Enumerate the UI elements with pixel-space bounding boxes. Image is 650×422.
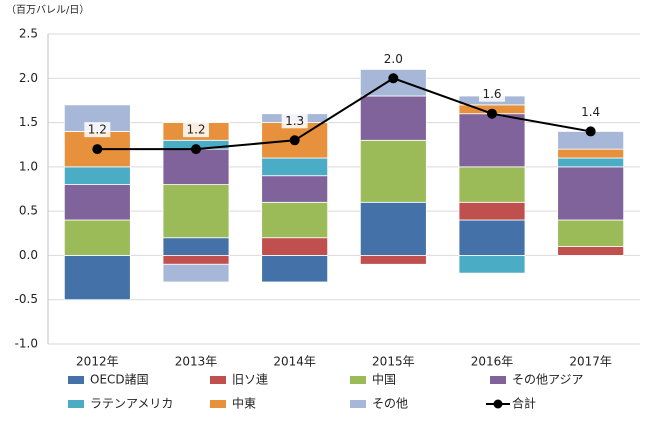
label-bg: [84, 122, 111, 138]
bar-segment: [162, 255, 230, 265]
y-tick-label: 0.0: [19, 248, 38, 262]
legend-swatch: [68, 400, 84, 408]
y-tick-label: -0.5: [15, 292, 38, 306]
total-point: [585, 126, 596, 137]
legend-label: 中国: [372, 372, 396, 387]
label-bg: [281, 113, 308, 129]
bar-segment: [63, 219, 131, 256]
y-tick-label: 2.5: [19, 27, 38, 41]
bar-segment: [261, 157, 329, 177]
legend-label: ラテンアメリカ: [90, 397, 173, 411]
total-label: 1.4: [581, 105, 600, 119]
label-bg: [577, 104, 604, 120]
legend-swatch: [493, 399, 503, 409]
legend-swatch: [210, 400, 226, 408]
bar-segment: [359, 95, 427, 141]
total-point: [289, 135, 300, 146]
unit-label: （百万バレル/日）: [6, 4, 89, 16]
bar-segment: [557, 166, 625, 221]
bar-segment: [261, 175, 329, 203]
x-tick-label: 2013年: [175, 355, 218, 369]
total-point: [191, 144, 201, 155]
bar-segment: [261, 201, 329, 239]
bar-segment: [557, 157, 625, 168]
x-tick-label: 2014年: [273, 355, 316, 369]
y-tick-label: 2.0: [19, 71, 38, 85]
x-tick-label: 2016年: [471, 355, 514, 369]
legend-label: OECD諸国: [90, 372, 149, 387]
total-point: [487, 108, 497, 119]
bar-segment: [458, 201, 526, 221]
legend-label: 旧ソ連: [232, 373, 268, 387]
legend-swatch: [350, 376, 366, 384]
bar-segment: [261, 255, 329, 283]
total-label: 1.2: [88, 123, 107, 137]
bar-segment: [63, 166, 131, 185]
legend-swatch: [490, 376, 506, 384]
bar-segment: [162, 263, 230, 283]
y-tick-label: -1.0: [15, 337, 38, 351]
bar-segment: [63, 184, 131, 221]
bar-segment: [557, 246, 625, 256]
bar-segment: [458, 219, 526, 256]
legend-label: 合計: [512, 396, 536, 411]
total-label: 2.0: [384, 52, 403, 66]
legend-label: 中東: [232, 396, 256, 411]
bar-segment: [63, 255, 131, 301]
bar-segment: [359, 201, 427, 256]
bar-segment: [458, 166, 526, 203]
bar-segment: [261, 237, 329, 256]
legend-label: その他アジア: [512, 373, 584, 387]
total-label: 1.2: [186, 123, 205, 137]
legend-swatch: [68, 376, 84, 384]
bar-segment: [557, 219, 625, 247]
bar-segment: [557, 148, 625, 159]
total-label: 1.3: [285, 114, 304, 128]
total-label: 1.6: [482, 87, 501, 101]
total-point: [388, 73, 399, 84]
legend-swatch: [350, 400, 366, 408]
total-line: [97, 77, 591, 151]
bar-segment: [458, 113, 526, 168]
y-tick-label: 1.5: [19, 115, 38, 129]
y-tick-label: 0.5: [19, 204, 38, 218]
legend-label: その他: [372, 397, 408, 411]
total-point: [92, 144, 103, 155]
y-tick-label: 1.0: [19, 159, 38, 173]
x-tick-label: 2017年: [569, 355, 612, 369]
bar-segment: [359, 255, 427, 265]
x-tick-label: 2015年: [372, 355, 415, 369]
label-bg: [380, 51, 407, 67]
bar-segment: [162, 148, 230, 185]
bar-segment: [458, 255, 526, 274]
legend-swatch: [210, 376, 226, 384]
x-tick-label: 2012年: [76, 355, 119, 369]
bar-segment: [162, 237, 230, 256]
label-bg: [479, 86, 505, 102]
bar-segment: [162, 184, 230, 239]
label-bg: [183, 122, 209, 138]
bar-segment: [359, 139, 427, 203]
